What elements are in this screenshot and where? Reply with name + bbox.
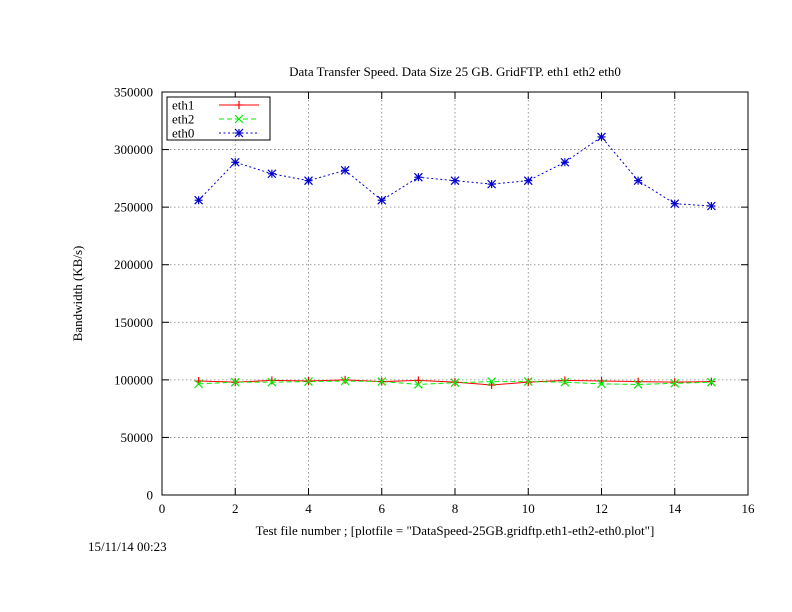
y-tick-label: 200000 (114, 257, 153, 272)
x-tick-labels: 0 2 4 6 8 10 12 14 16 (159, 501, 755, 516)
y-tick-label: 350000 (114, 85, 153, 100)
data-point-eth0 (413, 172, 423, 182)
data-point-eth2 (267, 377, 277, 387)
legend-label-eth1: eth1 (172, 98, 194, 113)
x-tick-label: 8 (452, 501, 459, 516)
data-point-eth0 (377, 195, 387, 205)
data-point-eth2 (377, 377, 387, 387)
data-point-eth2 (633, 380, 643, 389)
data-point-eth0 (670, 199, 680, 209)
legend-label-eth2: eth2 (172, 112, 194, 127)
data-point-eth2 (340, 376, 350, 386)
series-markers (194, 132, 716, 390)
data-point-eth1 (670, 378, 679, 387)
data-point-eth0 (230, 157, 240, 167)
data-point-eth0 (194, 195, 204, 205)
data-point-eth2 (230, 377, 240, 387)
x-tick-label: 2 (232, 501, 239, 516)
y-tick-label: 300000 (114, 142, 153, 157)
data-point-eth1 (414, 376, 423, 385)
data-point-eth0 (340, 165, 350, 175)
y-tick-label: 0 (147, 488, 154, 503)
data-point-eth2 (450, 378, 460, 388)
x-tick-label: 14 (668, 501, 682, 516)
y-tick-labels: 0 50000 100000 150000 200000 250000 300000 3500… (114, 85, 153, 503)
series-line-eth0 (198, 136, 712, 207)
y-tick-label: 50000 (121, 430, 154, 445)
data-point-eth0 (633, 176, 643, 186)
x-tick-label: 4 (305, 501, 312, 516)
grid-lines (162, 92, 748, 495)
x-tick-label: 10 (522, 501, 535, 516)
y-axis-label: Bandwidth (KB/s) (70, 246, 85, 342)
data-point-eth2 (523, 377, 533, 387)
legend-marker-eth0 (234, 128, 244, 138)
data-point-eth2 (560, 377, 570, 387)
data-point-eth2 (597, 379, 606, 389)
data-point-eth2 (670, 378, 680, 388)
data-point-eth1 (267, 376, 276, 385)
data-point-eth0 (706, 201, 716, 211)
data-point-eth0 (487, 179, 497, 189)
data-point-eth2 (304, 377, 313, 387)
data-point-eth2 (194, 379, 204, 389)
data-point-eth2 (413, 380, 423, 389)
legend-marker-eth2 (234, 114, 244, 124)
data-point-eth0 (450, 176, 460, 186)
data-point-eth0 (267, 169, 277, 179)
x-tick-label: 12 (595, 501, 608, 516)
chart-title: Data Transfer Speed. Data Size 25 GB. Gr… (289, 64, 621, 79)
data-point-eth2 (706, 377, 716, 387)
y-tick-label: 150000 (114, 315, 153, 330)
x-tick-label: 16 (742, 501, 756, 516)
data-point-eth2 (487, 377, 497, 387)
legend-marker-eth1 (235, 101, 243, 109)
legend-label-eth0: eth0 (172, 126, 194, 141)
data-point-eth0 (523, 176, 533, 186)
data-point-eth0 (304, 176, 313, 186)
data-point-eth1 (341, 375, 350, 384)
axis-ticks (161, 91, 749, 496)
data-point-eth0 (560, 157, 570, 167)
data-point-eth1 (560, 376, 569, 385)
x-tick-label: 0 (159, 501, 166, 516)
x-axis-label: Test file number ; [plotfile = "DataSpee… (256, 523, 655, 538)
y-tick-label: 250000 (114, 200, 153, 215)
data-point-eth0 (597, 132, 606, 142)
x-tick-label: 6 (379, 501, 386, 516)
y-tick-label: 100000 (114, 372, 153, 387)
timestamp: 15/11/14 00:23 (88, 539, 167, 554)
